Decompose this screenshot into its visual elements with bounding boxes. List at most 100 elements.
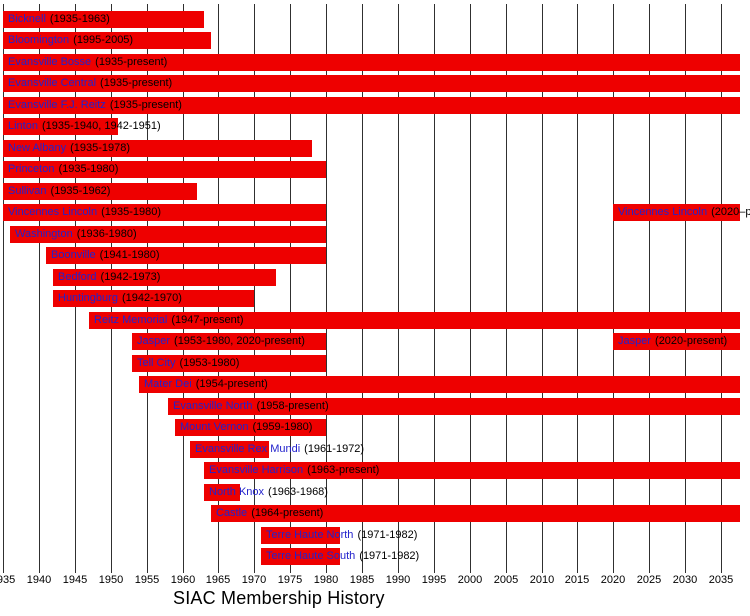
membership-years: (1954-present) xyxy=(195,378,268,390)
bar-label: North Knox (1963-1968) xyxy=(209,484,328,501)
school-link[interactable]: Boonville xyxy=(51,249,96,261)
timeline-bar xyxy=(3,118,118,135)
bar-label: Bedford (1942-1973) xyxy=(58,269,160,286)
bar-label: Terre Haute North (1971-1982) xyxy=(266,527,417,544)
timeline-bar xyxy=(190,441,269,458)
timeline-bar xyxy=(10,226,326,243)
timeline-bar xyxy=(139,376,740,393)
school-link[interactable]: Mount Vernon xyxy=(180,421,249,433)
axis-tick-label-2010: 2010 xyxy=(529,574,555,586)
gridline-1985 xyxy=(362,4,363,573)
bar-label: Bicknell (1935-1963) xyxy=(8,11,110,28)
school-link[interactable]: Washington xyxy=(15,228,73,240)
timeline-bar xyxy=(3,54,740,71)
membership-years: (1959-1980) xyxy=(252,421,313,433)
timeline-bar xyxy=(46,247,326,264)
bar-label: Bloomington (1995-2005) xyxy=(8,32,133,49)
school-link[interactable]: Princeton xyxy=(8,163,55,175)
axis-tick-label-1955: 1955 xyxy=(134,574,160,586)
bar-label: Mount Vernon (1959-1980) xyxy=(180,419,312,436)
gridline-1970 xyxy=(254,4,255,573)
gridline-1950 xyxy=(111,4,112,573)
bar-label: Linton (1935-1940, 1942-1951) xyxy=(8,118,161,135)
school-link[interactable]: Tell City xyxy=(137,357,176,369)
school-link[interactable]: Jasper xyxy=(137,335,171,347)
school-link[interactable]: New Albany xyxy=(8,142,67,154)
school-link[interactable]: Huntingburg xyxy=(58,292,118,304)
axis-tick-label-2000: 2000 xyxy=(457,574,483,586)
bar-label: Evansville North (1958-present) xyxy=(173,398,329,415)
membership-years: (2020–present) xyxy=(711,206,750,218)
membership-years: (1971-1982) xyxy=(359,550,420,562)
axis-tick-label-1950: 1950 xyxy=(98,574,124,586)
timeline-bar xyxy=(3,183,197,200)
timeline-bar xyxy=(3,11,204,28)
timeline-bar xyxy=(3,97,740,114)
bar-label: Evansville Bosse (1935-present) xyxy=(8,54,167,71)
school-link[interactable]: Evansville F.J. Reitz xyxy=(8,99,106,111)
bar-label: Evansville Rex Mundi (1961-1972) xyxy=(195,441,364,458)
school-link[interactable]: Vincennes Lincoln xyxy=(618,206,708,218)
school-link[interactable]: Jasper xyxy=(618,335,652,347)
gridline-2010 xyxy=(542,4,543,573)
membership-years: (1935-present) xyxy=(100,77,173,89)
school-link[interactable]: Vincennes Lincoln xyxy=(8,206,98,218)
timeline-bar xyxy=(53,290,254,307)
gridline-1990 xyxy=(398,4,399,573)
membership-years: (1942-1973) xyxy=(100,271,161,283)
school-link[interactable]: Bicknell xyxy=(8,13,46,25)
school-link[interactable]: Reitz Memorial xyxy=(94,314,168,326)
membership-years: (1935-present) xyxy=(95,56,168,68)
bar-label: Mater Dei (1954-present) xyxy=(144,376,268,393)
school-link[interactable]: Terre Haute North xyxy=(266,529,354,541)
membership-years: (1935-present) xyxy=(109,99,182,111)
bar-label: Boonville (1941-1980) xyxy=(51,247,160,264)
axis-tick-label-2035: 2035 xyxy=(708,574,734,586)
school-link[interactable]: Evansville Bosse xyxy=(8,56,92,68)
bar-label: Evansville F.J. Reitz (1935-present) xyxy=(8,97,182,114)
axis-tick-label-2025: 2025 xyxy=(636,574,662,586)
gridline-1995 xyxy=(434,4,435,573)
school-link[interactable]: Castle xyxy=(216,507,248,519)
school-link[interactable]: Linton xyxy=(8,120,38,132)
timeline-bar xyxy=(211,505,740,522)
timeline-bar xyxy=(3,75,740,92)
school-link[interactable]: Mater Dei xyxy=(144,378,192,390)
axis-tick-label-2015: 2015 xyxy=(564,574,590,586)
membership-years: (1941-1980) xyxy=(99,249,160,261)
school-link[interactable]: Terre Haute South xyxy=(266,550,356,562)
school-link[interactable]: Evansville North xyxy=(173,400,253,412)
bar-label: Reitz Memorial (1947-present) xyxy=(94,312,244,329)
timeline-bar xyxy=(3,140,312,157)
school-link[interactable]: Evansville Rex Mundi xyxy=(195,443,301,455)
membership-years: (1953-1980) xyxy=(179,357,240,369)
gridline-2015 xyxy=(577,4,578,573)
axis-tick-label-1980: 1980 xyxy=(313,574,339,586)
school-link[interactable]: Bloomington xyxy=(8,34,70,46)
gridline-1945 xyxy=(75,4,76,573)
bar-label: Evansville Central (1935-present) xyxy=(8,75,172,92)
membership-years: (1961-1972) xyxy=(304,443,365,455)
gridline-2000 xyxy=(470,4,471,573)
bar-label: Tell City (1953-1980) xyxy=(137,355,239,372)
timeline-bar xyxy=(175,419,326,436)
membership-years: (1995-2005) xyxy=(73,34,134,46)
school-link[interactable]: North Knox xyxy=(209,486,265,498)
timeline-bar xyxy=(3,204,326,221)
bar-label: New Albany (1935-1978) xyxy=(8,140,130,157)
bar-label: Princeton (1935-1980) xyxy=(8,161,118,178)
bar-label: Jasper (1953-1980, 2020-present) xyxy=(137,333,305,350)
school-link[interactable]: Bedford xyxy=(58,271,97,283)
school-link[interactable]: Sullivan xyxy=(8,185,47,197)
bar-label: Terre Haute South (1971-1982) xyxy=(266,548,419,565)
timeline-bar xyxy=(261,548,340,565)
membership-years: (1971-1982) xyxy=(357,529,418,541)
school-link[interactable]: Evansville Harrison xyxy=(209,464,304,476)
timeline-bar xyxy=(204,462,740,479)
gridline-1960 xyxy=(183,4,184,573)
gridline-1975 xyxy=(290,4,291,573)
bar-label: Washington (1936-1980) xyxy=(15,226,137,243)
axis-tick-label-1985: 1985 xyxy=(349,574,375,586)
school-link[interactable]: Evansville Central xyxy=(8,77,97,89)
